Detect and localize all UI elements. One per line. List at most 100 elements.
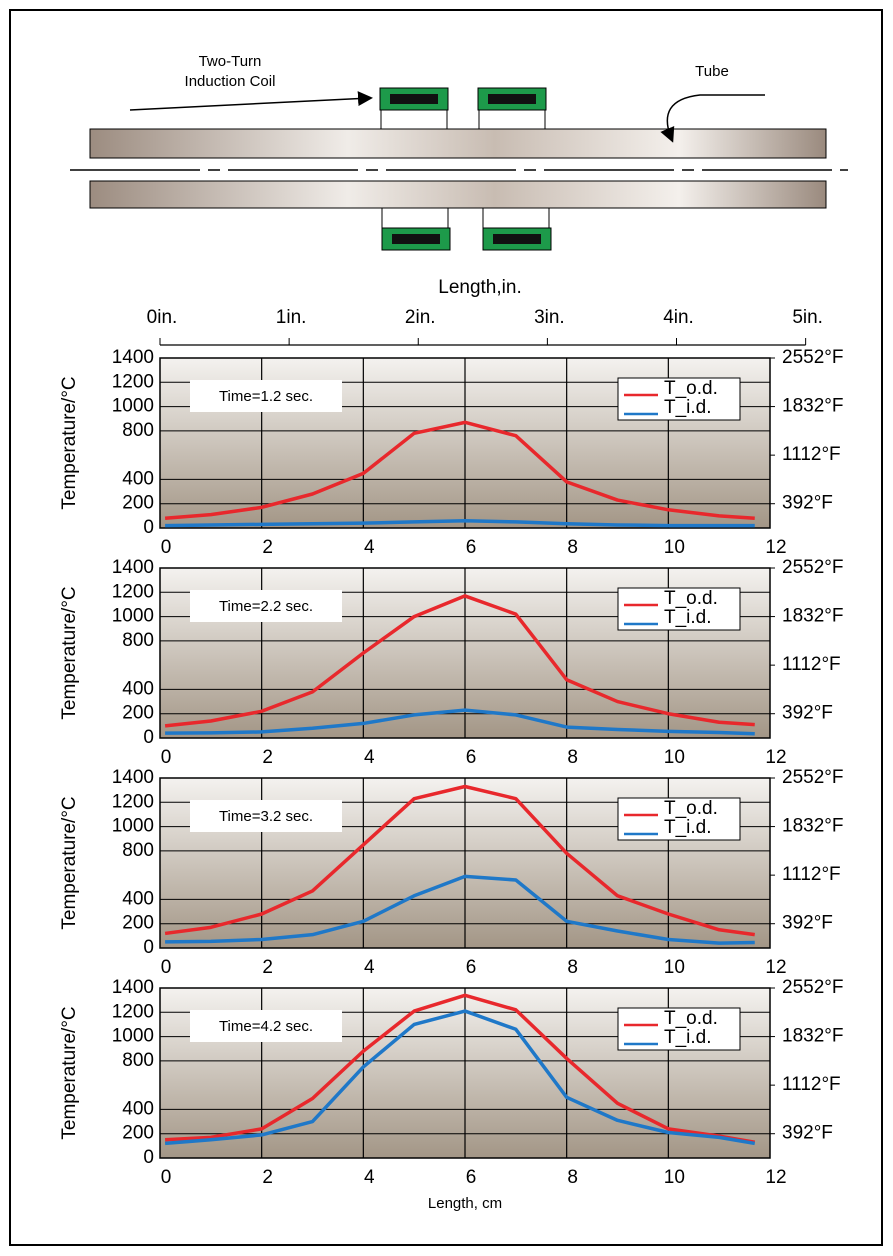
y-tick-label: 400 (122, 678, 154, 699)
y-tick-label: 0 (143, 727, 154, 748)
y2-tick-label: 392°F (782, 703, 833, 724)
coil-core (488, 94, 536, 104)
x-tick-label: 4 (364, 537, 375, 558)
y-tick-label: 1400 (112, 767, 154, 788)
x2-tick-label: 3in. (534, 307, 565, 328)
y-tick-label: 800 (122, 420, 154, 441)
y-tick-label: 200 (122, 703, 154, 724)
y2-tick-label: 1112°F (782, 654, 841, 675)
x2-axis-title: Length,in. (438, 277, 521, 298)
y2-tick-label: 2552°F (782, 767, 843, 788)
y-tick-label: 1000 (112, 1026, 154, 1047)
annotation-box (190, 590, 342, 622)
plot-border (159, 567, 771, 739)
y-tick-label: 1400 (112, 557, 154, 578)
series-line (164, 594, 755, 728)
series-line (165, 874, 755, 945)
legend-label: T_o.d. (664, 588, 718, 609)
x-tick-label: 10 (664, 957, 685, 978)
x-tick-label: 10 (664, 537, 685, 558)
tube-label: Tube (695, 63, 729, 80)
legend-label: T_i.d. (664, 1027, 712, 1048)
y-tick-label: 0 (143, 937, 154, 958)
plot-border (159, 357, 771, 529)
y2-tick-label: 1112°F (782, 444, 841, 465)
y-tick-label: 1000 (112, 396, 154, 417)
x2-tick-label: 1in. (276, 307, 307, 328)
x-tick-label: 8 (567, 1167, 578, 1188)
x2-tick-label: 4in. (663, 307, 694, 328)
tube-wall (89, 128, 827, 159)
y2-tick-label: 1112°F (782, 1074, 841, 1095)
y-axis-title: Temperature/°C (59, 586, 80, 719)
legend-label: T_i.d. (664, 607, 712, 628)
arrow (129, 91, 373, 111)
y2-tick-label: 2552°F (782, 977, 843, 998)
y-tick-label: 1000 (112, 816, 154, 837)
y-axis-title: Temperature/°C (59, 796, 80, 929)
legend-label: T_o.d. (664, 378, 718, 399)
y2-tick-label: 392°F (782, 493, 833, 514)
tube-diagram: Two-Turn Induction Coil Tube (70, 53, 848, 251)
tube-wall (89, 180, 827, 209)
series-line (164, 784, 755, 937)
x-tick-label: 6 (466, 1167, 477, 1188)
y-tick-label: 1400 (112, 347, 154, 368)
x-tick-label: 10 (664, 1167, 685, 1188)
y-tick-label: 400 (122, 468, 154, 489)
legend-label: T_i.d. (664, 817, 712, 838)
frame (9, 9, 883, 1246)
y-tick-label: 400 (122, 888, 154, 909)
y2-tick-label: 1112°F (782, 864, 841, 885)
x-tick-label: 0 (161, 1167, 172, 1188)
x-tick-label: 12 (765, 1167, 786, 1188)
annotation: Time=4.2 sec. (219, 1018, 313, 1035)
x-tick-label: 2 (262, 537, 273, 558)
x2-tick-label: 0in. (147, 307, 178, 328)
x-tick-label: 12 (765, 957, 786, 978)
annotation: Time=3.2 sec. (219, 808, 313, 825)
x-tick-label: 6 (466, 747, 477, 768)
insulator (380, 109, 448, 130)
annotation: Time=1.2 sec. (219, 388, 313, 405)
x-tick-label: 8 (567, 747, 578, 768)
series-line (164, 1009, 756, 1146)
x-tick-label: 0 (161, 747, 172, 768)
y-tick-label: 1200 (112, 791, 154, 812)
x-tick-label: 2 (262, 747, 273, 768)
x-tick-label: 0 (161, 537, 172, 558)
x-tick-label: 4 (364, 1167, 375, 1188)
coil-label: Induction Coil (185, 73, 276, 90)
legend-label: T_o.d. (664, 798, 718, 819)
x2-tick-label: 2in. (405, 307, 436, 328)
y-tick-label: 1200 (112, 1001, 154, 1022)
y2-tick-label: 1832°F (782, 606, 843, 627)
x-tick-label: 12 (765, 537, 786, 558)
x-tick-label: 4 (364, 957, 375, 978)
x-tick-label: 10 (664, 747, 685, 768)
annotation-box (190, 380, 342, 412)
x-tick-label: 6 (466, 537, 477, 558)
y-tick-label: 0 (143, 1147, 154, 1168)
legend-box (617, 587, 741, 631)
plot-border (159, 987, 771, 1159)
y-tick-label: 800 (122, 630, 154, 651)
y2-tick-label: 2552°F (782, 347, 843, 368)
y2-tick-label: 1832°F (782, 396, 843, 417)
y-tick-label: 800 (122, 1050, 154, 1071)
x-tick-label: 12 (765, 747, 786, 768)
y-tick-label: 1000 (112, 606, 154, 627)
y2-tick-label: 392°F (782, 913, 833, 934)
coil-core (493, 234, 541, 244)
annotation-box (190, 1010, 342, 1042)
insulator (381, 207, 449, 229)
arrow (660, 94, 765, 143)
coil-label: Two-Turn (199, 53, 262, 70)
insulator (482, 207, 550, 229)
coil-core (392, 234, 440, 244)
y2-tick-label: 1832°F (782, 816, 843, 837)
x2-tick-label: 5in. (792, 307, 823, 328)
annotation: Time=2.2 sec. (219, 598, 313, 615)
y-axis-title: Temperature/°C (59, 376, 80, 509)
